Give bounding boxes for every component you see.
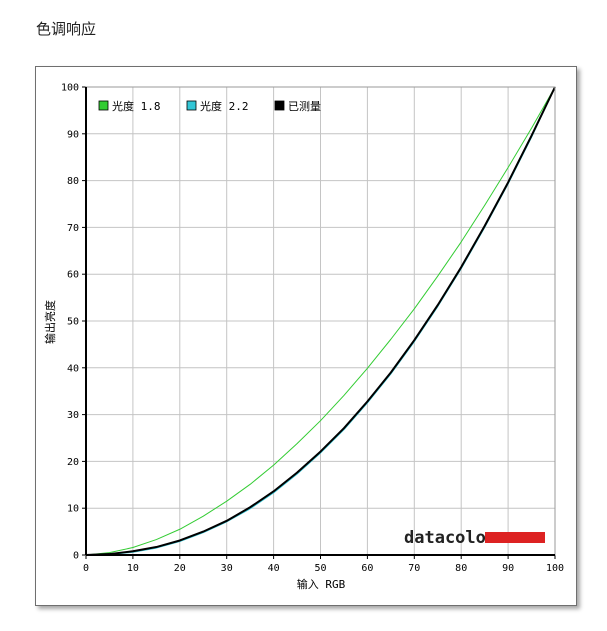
tick-labels: 0 10 20 30 40 50 60 70 80 90 100 0 10 20 30 40 50 60 70 80 9…: [61, 83, 564, 575]
x-tick-label-8: 80: [455, 563, 467, 574]
x-tick-label-4: 40: [268, 563, 280, 574]
series-line-2: [85, 86, 556, 556]
y-tick-label-9: 90: [67, 129, 79, 140]
y-axis-title: 输出亮度: [43, 300, 57, 344]
series-lines: [85, 86, 556, 556]
series-line-0: [85, 86, 556, 556]
x-tick-label-9: 90: [502, 563, 514, 574]
x-tick-label-5: 50: [314, 563, 326, 574]
y-tick-label-0: 0: [73, 551, 79, 562]
x-tick-label-7: 70: [408, 563, 420, 574]
legend-item-0: 光度 1.8: [98, 99, 161, 113]
y-tick-label-10: 100: [61, 83, 79, 94]
y-tick-label-4: 40: [67, 363, 79, 374]
y-tick-label-8: 80: [67, 176, 79, 187]
y-tick-label-5: 50: [67, 317, 79, 328]
legend-swatch-1: [186, 100, 197, 111]
datacolor-wordmark: datacolor: [404, 528, 496, 548]
legend-label-0: 光度 1.8: [112, 99, 161, 113]
x-tick-label-0: 0: [83, 563, 89, 574]
grid: [86, 86, 556, 555]
x-axis-title: 输入 RGB: [297, 577, 346, 591]
axes: [82, 86, 556, 559]
y-tick-label-1: 10: [67, 504, 79, 515]
legend-label-1: 光度 2.2: [200, 99, 249, 113]
legend-item-1: 光度 2.2: [186, 99, 249, 113]
datacolor-red-bar: [485, 532, 545, 543]
x-tick-label-2: 20: [174, 563, 186, 574]
legend-swatch-2: [274, 100, 285, 111]
legend: 光度 1.8 光度 2.2 已测量: [98, 99, 321, 113]
y-tick-label-2: 20: [67, 457, 79, 468]
y-tick-label-7: 70: [67, 223, 79, 234]
legend-label-2: 已测量: [288, 100, 321, 113]
legend-swatch-0: [98, 100, 109, 111]
y-tick-label-6: 60: [67, 270, 79, 281]
x-tick-label-10: 100: [546, 563, 564, 574]
datacolor-logo: datacolor: [404, 528, 545, 548]
x-tick-label-3: 30: [221, 563, 233, 574]
tone-response-chart: 0 10 20 30 40 50 60 70 80 90 100 0 10 20 30 40 50 60 70 80 9…: [36, 67, 576, 605]
page-title: 色调响应: [36, 20, 97, 38]
x-tick-label-1: 10: [127, 563, 139, 574]
chart-panel: 0 10 20 30 40 50 60 70 80 90 100 0 10 20 30 40 50 60 70 80 9…: [35, 66, 577, 606]
legend-item-2: 已测量: [274, 100, 321, 113]
x-tick-label-6: 60: [361, 563, 373, 574]
y-tick-label-3: 30: [67, 410, 79, 421]
